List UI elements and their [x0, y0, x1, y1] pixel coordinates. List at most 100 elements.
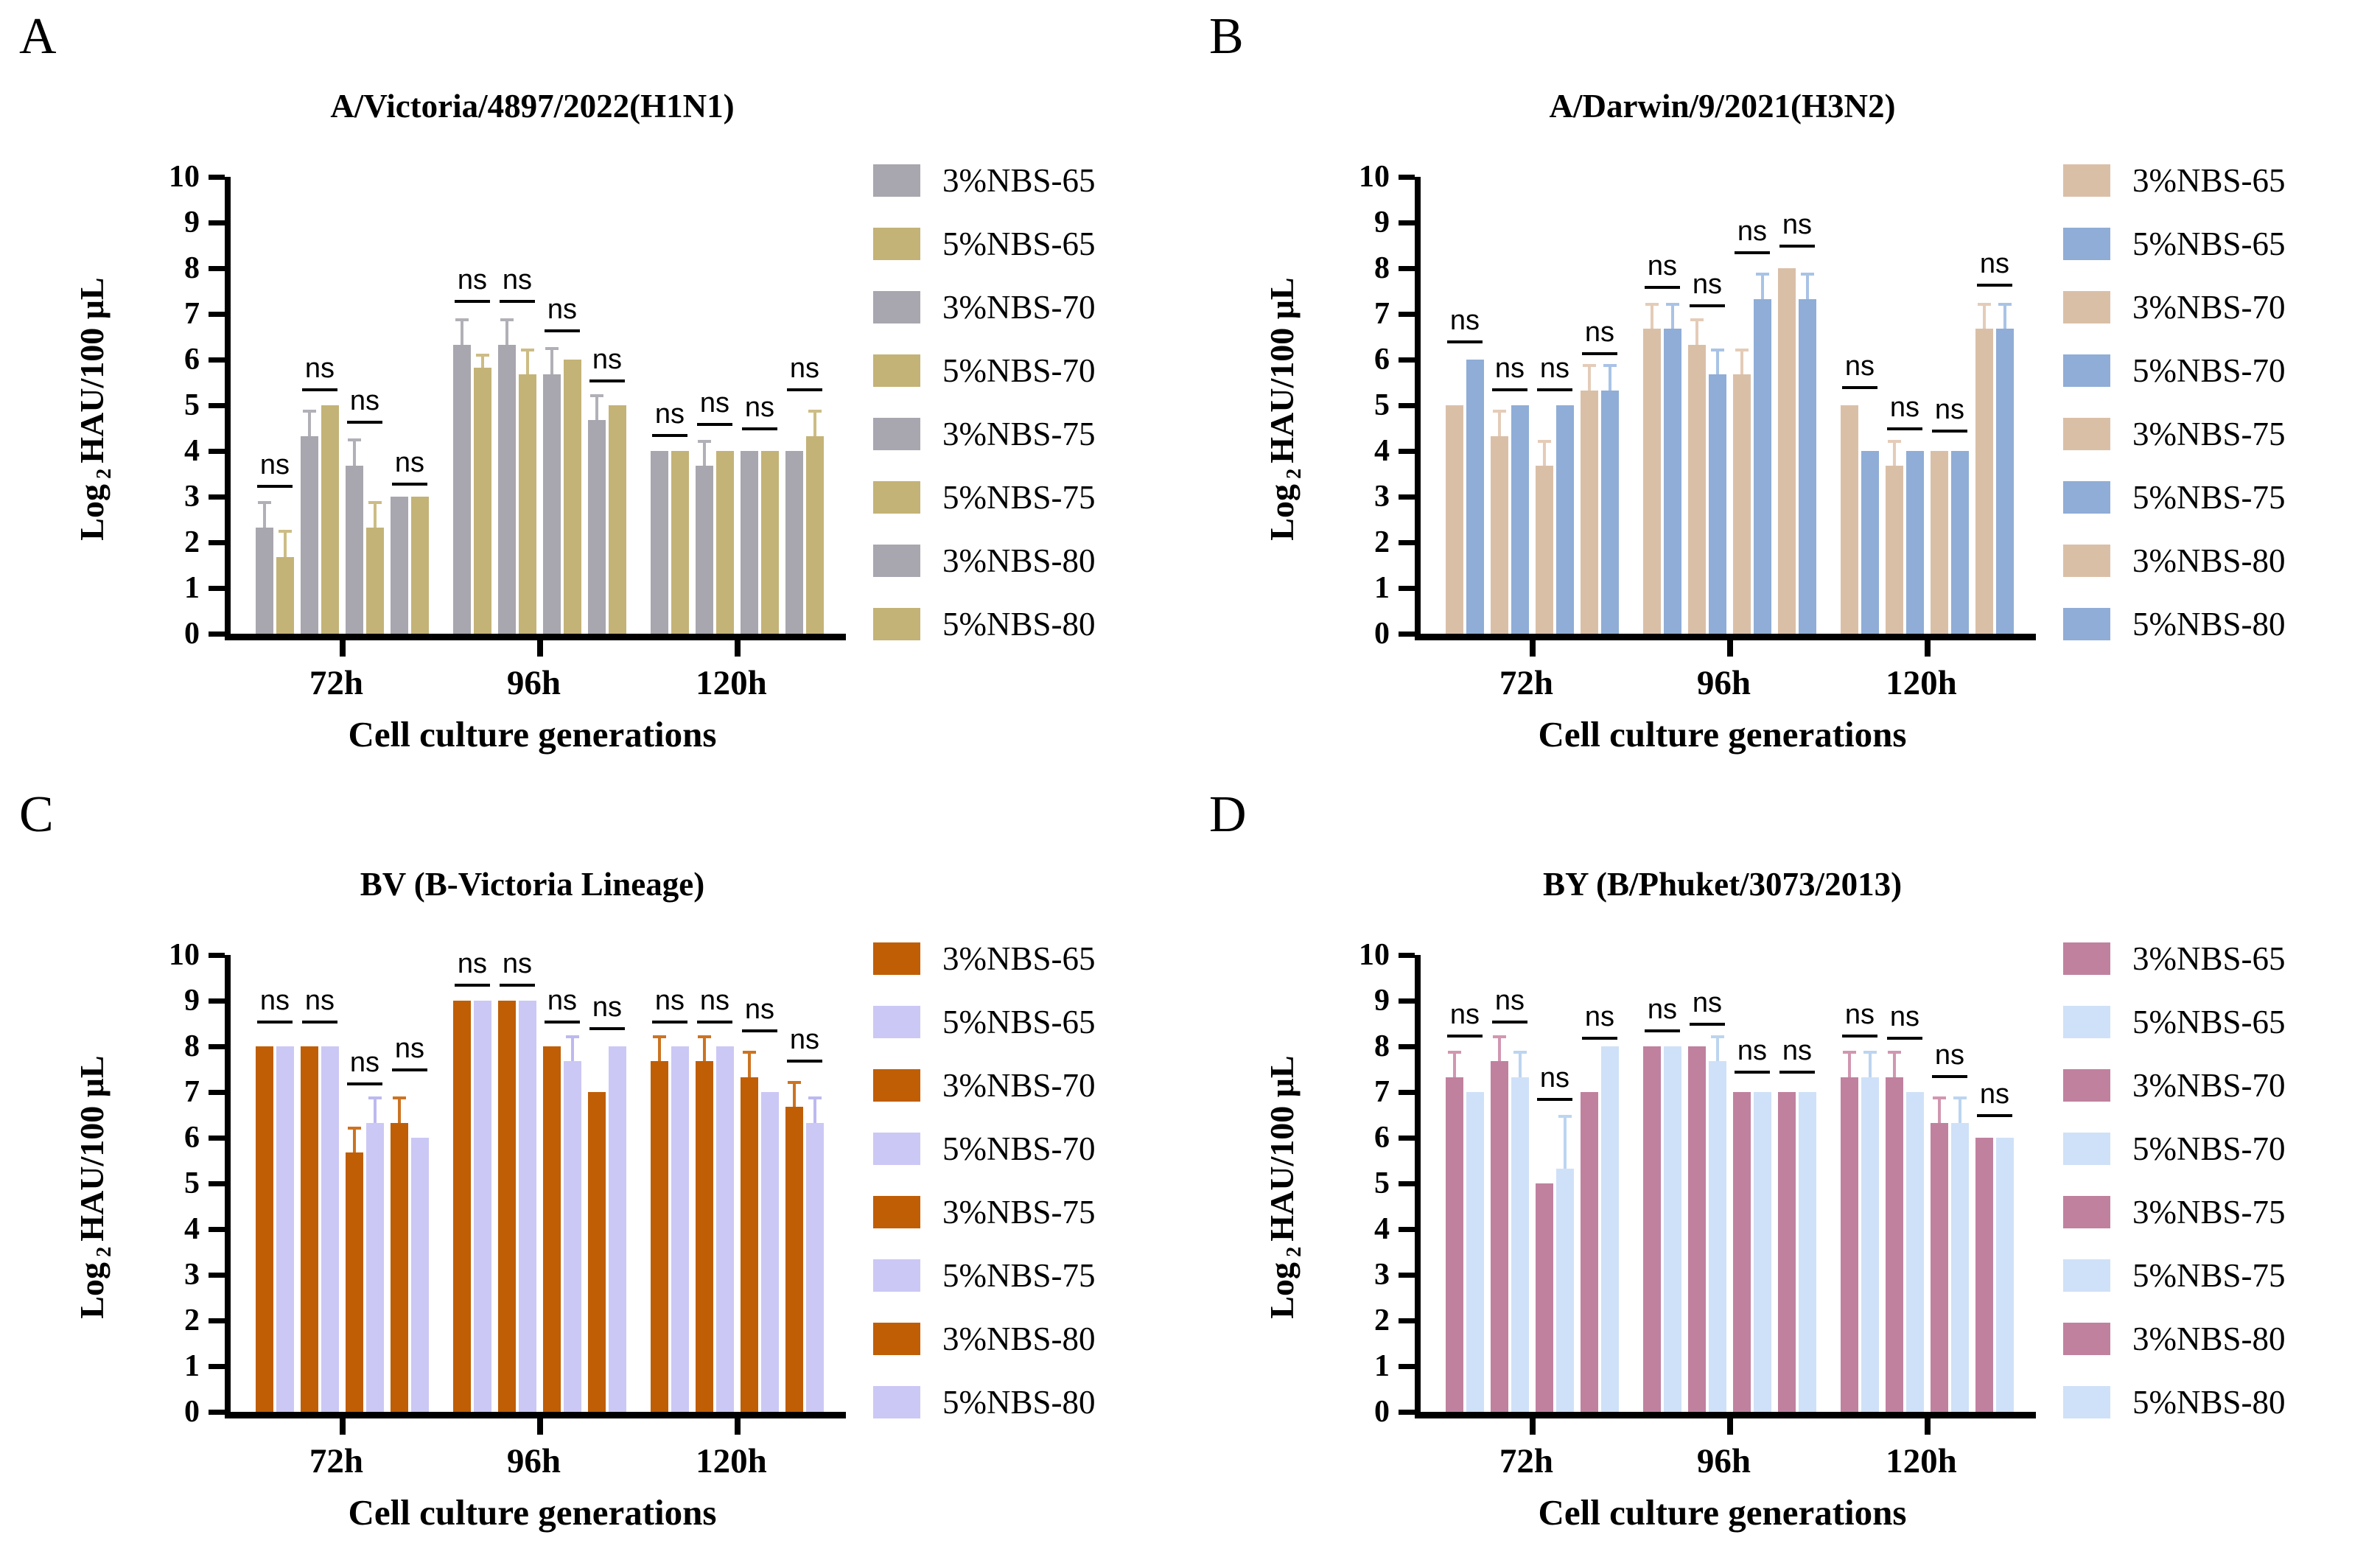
ns-label: ns	[349, 385, 380, 416]
y-tick-label: 6	[1374, 1121, 1390, 1155]
y-tick-label: 10	[1359, 160, 1390, 194]
legend-swatch	[873, 1132, 920, 1165]
ns-label: ns	[699, 387, 730, 419]
legend-label: 3%NBS-75	[942, 1193, 1096, 1231]
bar-3%NBS-65-120h	[1841, 1077, 1858, 1412]
ns-bracket-line	[392, 482, 427, 486]
error-bar-cap	[521, 348, 534, 351]
ns-bracket-line	[1842, 386, 1877, 390]
bar-3%NBS-80-96h	[588, 420, 606, 634]
bar-5%NBS-80-72h	[1601, 1046, 1619, 1412]
error-bar	[1690, 318, 1704, 345]
error-bar-cap	[1711, 1035, 1724, 1038]
ns-bracket-line	[1690, 304, 1725, 307]
x-tick	[734, 1418, 741, 1435]
error-bar	[348, 1126, 361, 1153]
error-bar-cap	[1448, 1051, 1461, 1054]
legend-swatch	[873, 607, 920, 640]
ns-bracket-line	[545, 1021, 580, 1024]
y-tick-label: 5	[1374, 1166, 1390, 1200]
y-tick	[209, 1180, 225, 1186]
error-bar	[1711, 348, 1724, 375]
ns-bracket-line	[697, 422, 732, 426]
error-bar-cap	[368, 1096, 382, 1100]
legend-label: 3%NBS-75	[2132, 1193, 2286, 1231]
plot-area: 0 1 2 3 4 5 6 7 8 9 10 ns ns ns ns ns ns ns ns ns ns ns ns	[1359, 161, 2036, 657]
legend-label: 5%NBS-70	[2132, 1130, 2286, 1167]
y-tick	[209, 1409, 225, 1415]
legend-label: 3%NBS-65	[942, 161, 1096, 199]
legend-item: 3%NBS-65	[873, 940, 1096, 977]
bar-5%NBS-80-96h	[1799, 1092, 1816, 1412]
ns-bracket-line	[787, 388, 822, 392]
legend-label: 5%NBS-80	[942, 1383, 1096, 1421]
ns-label: ns	[394, 1033, 425, 1065]
error-bar	[545, 347, 559, 375]
y-tick-label: 10	[169, 160, 200, 194]
plot-area: 0 1 2 3 4 5 6 7 8 9 10 ns ns ns ns ns ns ns ns ns ns ns ns	[169, 939, 846, 1435]
y-axis-label: Log2HAU/100 μL	[1262, 277, 1306, 541]
legend-label: 3%NBS-75	[2132, 415, 2286, 452]
bar-5%NBS-70-96h	[1709, 1061, 1726, 1412]
legend-label: 5%NBS-70	[942, 1130, 1096, 1167]
y-tick	[1399, 1272, 1415, 1278]
bar-3%NBS-75-72h	[346, 466, 363, 634]
error-bar-cap	[1843, 1051, 1856, 1054]
ns-bracket-line	[500, 984, 535, 987]
legend-label: 5%NBS-75	[2132, 478, 2286, 516]
legend-swatch	[873, 1259, 920, 1292]
bar-5%NBS-70-120h	[716, 451, 734, 634]
y-tick-label: 5	[184, 388, 200, 422]
error-bar-cap	[1998, 302, 2012, 306]
y-tick-label: 8	[184, 1029, 200, 1063]
legend-item: 5%NBS-80	[2063, 1383, 2286, 1421]
error-bar-cap	[258, 501, 271, 505]
ns-label: ns	[1494, 985, 1525, 1016]
bar-5%NBS-70-72h	[321, 1046, 339, 1412]
bar-5%NBS-65-72h	[276, 557, 294, 634]
y-tick-label: 9	[1374, 206, 1390, 239]
ns-bracket-line	[1582, 1036, 1617, 1040]
legend-label: 3%NBS-65	[2132, 940, 2286, 977]
y-tick	[1399, 1363, 1415, 1369]
bar-5%NBS-75-72h	[1556, 405, 1574, 634]
error-bar-cap	[1888, 439, 1901, 443]
bar-3%NBS-70-72h	[1491, 1061, 1508, 1412]
legend-swatch	[873, 1195, 920, 1228]
y-tick-label: 1	[1374, 571, 1390, 605]
bar-3%NBS-80-72h	[391, 497, 408, 634]
bar-5%NBS-65-96h	[1664, 329, 1681, 634]
ns-bracket-line	[545, 329, 580, 332]
legend-item: 3%NBS-70	[2063, 289, 2286, 326]
legend-label: 3%NBS-65	[2132, 161, 2286, 199]
ns-label: ns	[1449, 998, 1480, 1030]
y-tick	[1399, 357, 1415, 363]
error-bar	[566, 1035, 579, 1062]
y-tick	[209, 220, 225, 225]
legend-label: 5%NBS-80	[2132, 1383, 2286, 1421]
ns-bracket-line	[500, 299, 535, 303]
ns-label: ns	[1889, 392, 1920, 424]
legend-swatch	[873, 942, 920, 975]
legend-label: 5%NBS-75	[2132, 1256, 2286, 1294]
ns-bracket-line	[652, 434, 687, 438]
y-tick-label: 9	[184, 206, 200, 239]
y-tick-label: 8	[184, 251, 200, 285]
bar-3%NBS-70-120h	[696, 466, 713, 634]
y-tick	[209, 1226, 225, 1232]
error-bar-cap	[393, 1096, 406, 1100]
ns-bracket-line	[1645, 285, 1680, 289]
y-tick-label: 6	[184, 343, 200, 377]
legend-item: 3%NBS-80	[873, 542, 1096, 579]
error-bar-cap	[303, 410, 316, 413]
legend-label: 5%NBS-65	[2132, 1003, 2286, 1040]
ns-bracket-line	[1887, 427, 1922, 431]
legend-swatch	[2063, 1259, 2110, 1292]
error-bar	[1933, 1096, 1946, 1123]
bar-5%NBS-75-96h	[564, 360, 581, 634]
legend-swatch	[873, 480, 920, 514]
legend-swatch	[2063, 1005, 2110, 1038]
legend-swatch	[2063, 1132, 2110, 1165]
legend-label: 3%NBS-80	[942, 1320, 1096, 1357]
bar-3%NBS-70-72h	[1491, 435, 1508, 634]
